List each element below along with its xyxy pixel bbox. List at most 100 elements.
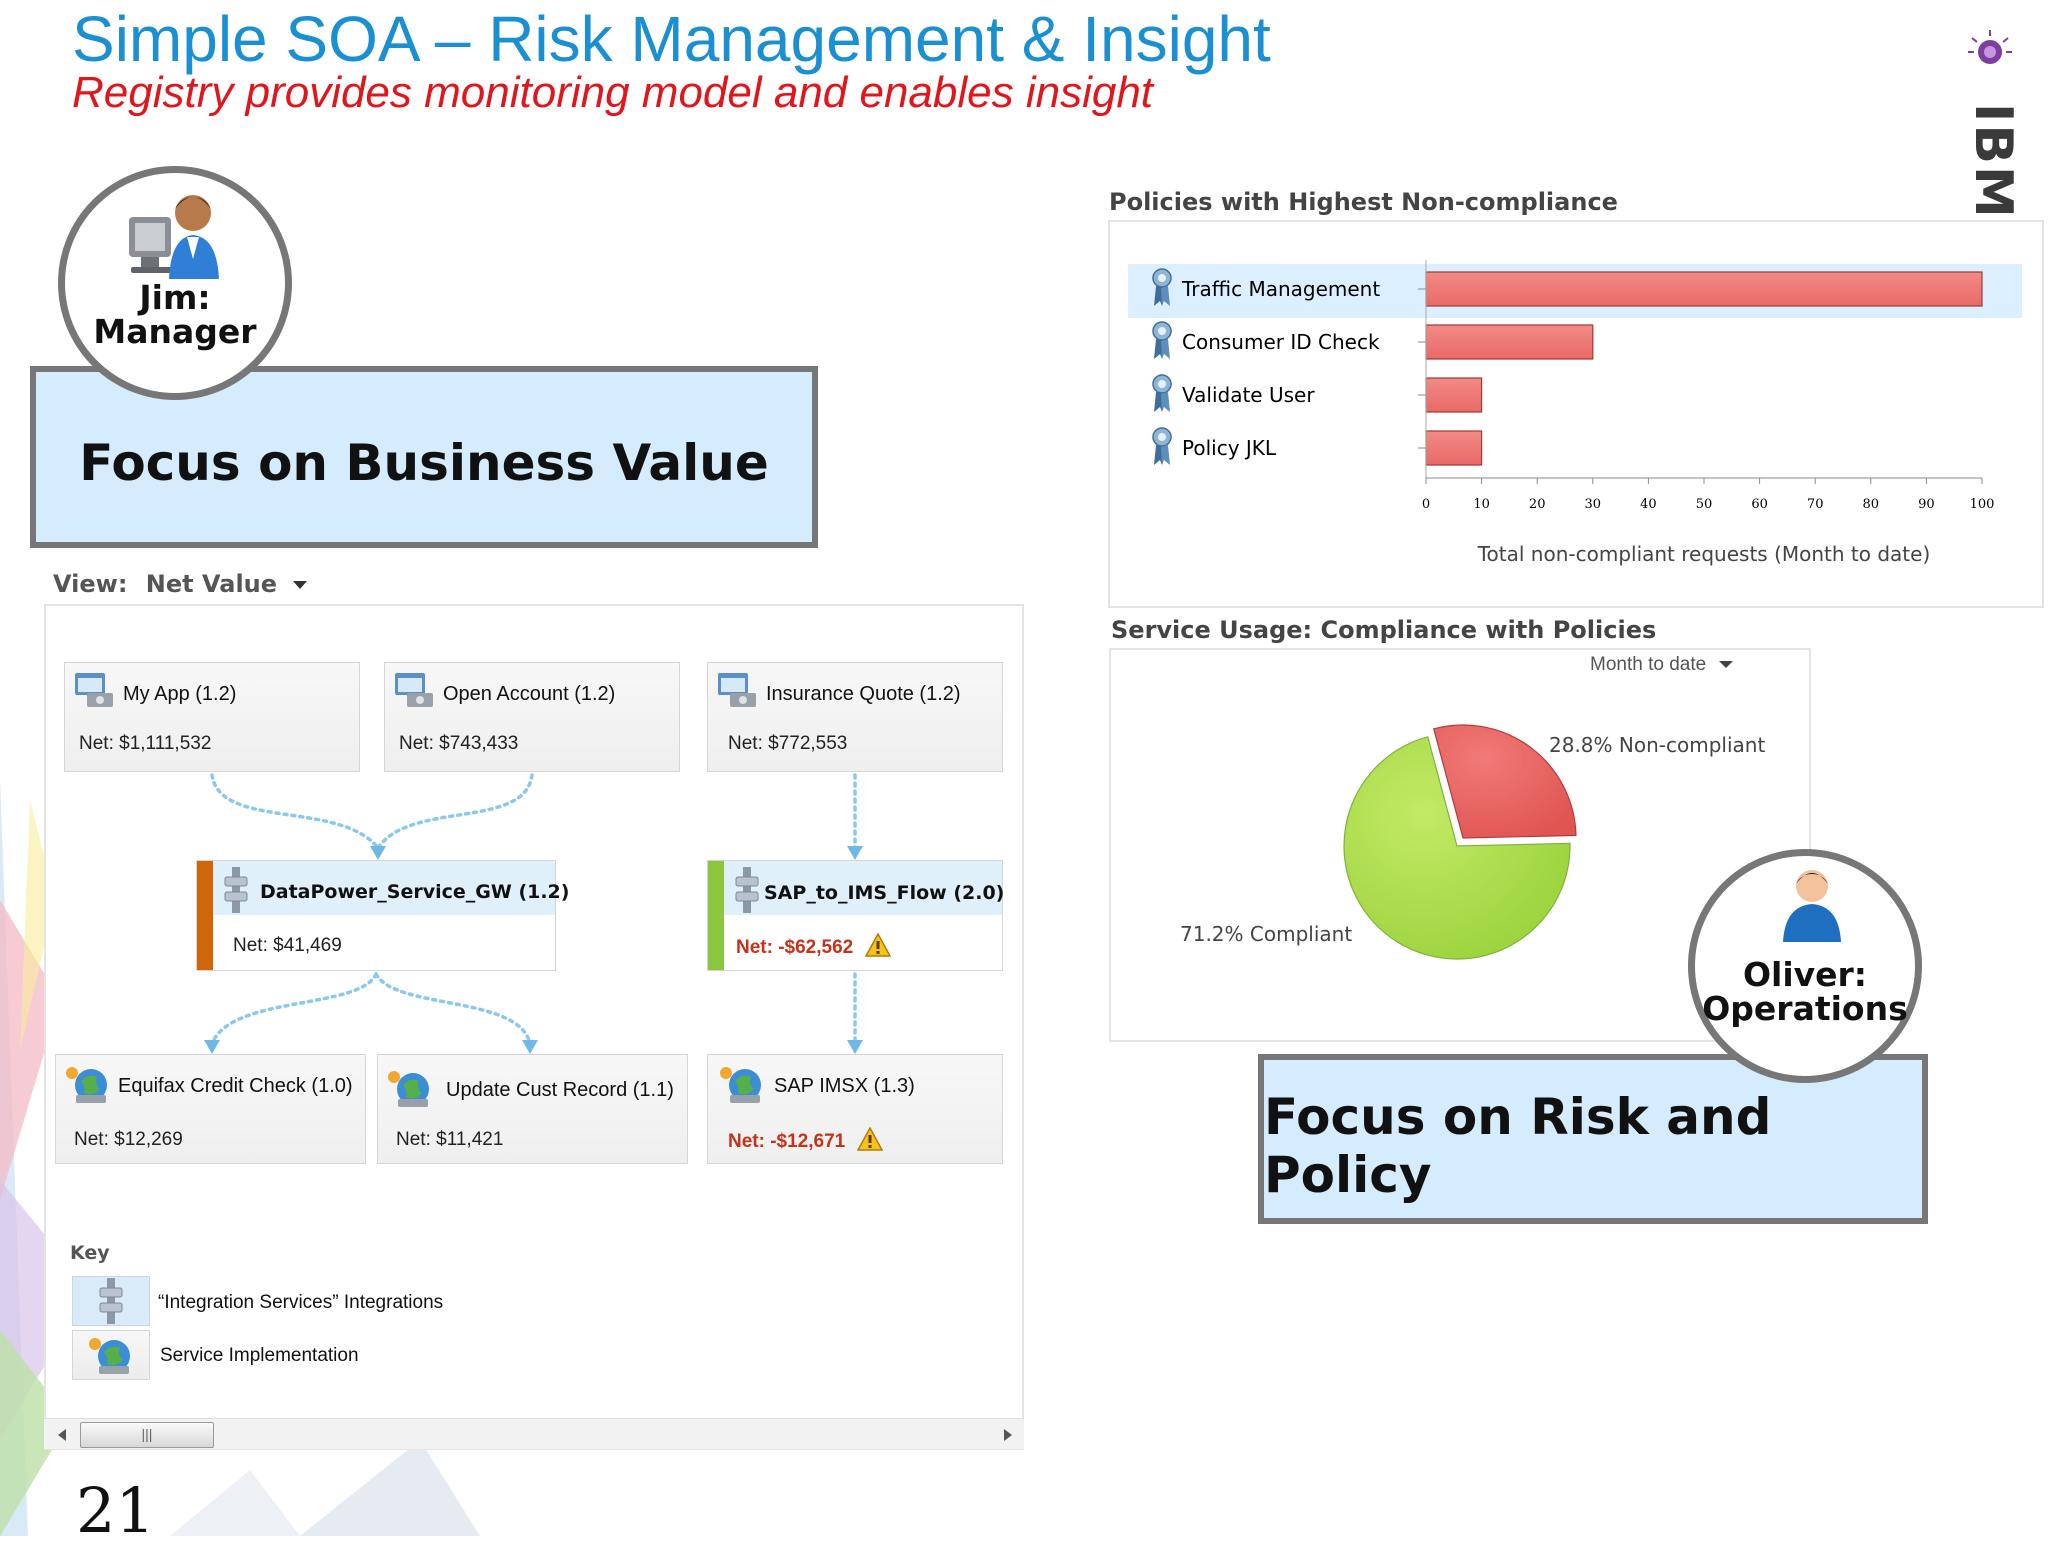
usage-panel-title: Service Usage: Compliance with Policies <box>1111 616 1657 644</box>
status-bar <box>197 861 213 970</box>
ibm-logo-mark-icon <box>1968 30 2012 64</box>
key-item-integration <box>72 1276 150 1326</box>
policy-ribbon-icon <box>1152 321 1172 359</box>
connector-openaccount-gw <box>376 773 534 850</box>
persona-manager-name-line1: Jim: <box>139 278 211 317</box>
gateway-node-name: SAP_to_IMS_Flow (2.0) <box>764 882 1005 904</box>
operator-person-icon <box>1783 870 1841 942</box>
bar[interactable] <box>1425 271 1983 307</box>
x-tick-label: 50 <box>1696 497 1713 512</box>
bar-category-label[interactable]: Policy JKL <box>1182 436 1277 460</box>
period-dropdown[interactable]: Month to date <box>1590 654 1734 676</box>
pie-slice-noncompliant[interactable] <box>1433 724 1577 839</box>
warning-icon <box>856 1126 883 1151</box>
persona-manager-name-line2: Manager <box>93 312 257 351</box>
application-icon <box>395 673 433 707</box>
persona-operations: Oliver: Operations <box>1688 849 1922 1083</box>
app-node-net: Net: $772,553 <box>728 733 848 754</box>
horizontal-scrollbar[interactable]: ||| <box>44 1418 1024 1449</box>
gateway-node-name: DataPower_Service_GW (1.2) <box>260 881 570 903</box>
policy-noncompliance-bar-chart: Traffic Management Consumer ID Check Valid… <box>1128 260 2022 566</box>
scroll-left-icon[interactable] <box>58 1429 66 1441</box>
integration-service-icon <box>99 1278 123 1324</box>
x-tick-label: 90 <box>1918 497 1935 512</box>
bar-category-label[interactable]: Traffic Management <box>1181 277 1380 301</box>
bar-category-label[interactable]: Consumer ID Check <box>1182 330 1380 354</box>
ibm-logo: IBM <box>1960 26 2030 220</box>
bar[interactable] <box>1425 430 1483 466</box>
service-node-sap-imsx[interactable]: SAP IMSX (1.3) Net: -$12,671 <box>707 1054 1003 1164</box>
view-value: Net Value <box>145 570 278 598</box>
service-node-net: Net: $12,269 <box>74 1129 183 1150</box>
key-item-service-label: Service Implementation <box>160 1345 359 1366</box>
focus-risk-policy-label: Focus on Risk and Policy <box>1264 1088 1772 1204</box>
pie-label-noncompliant: 28.8% Non-compliant <box>1549 733 1765 757</box>
focus-business-value-box: Focus on Business Value <box>30 366 818 548</box>
app-node-net: Net: $743,433 <box>399 733 519 754</box>
period-dropdown-value: Month to date <box>1590 654 1707 675</box>
app-node-name: Open Account (1.2) <box>443 683 616 705</box>
warning-icon <box>864 932 891 957</box>
app-node-name: Insurance Quote (1.2) <box>766 683 961 705</box>
app-node-insurance-quote[interactable]: Insurance Quote (1.2) Net: $772,553 <box>707 662 1003 772</box>
gateway-node-net: Net: $41,469 <box>233 935 342 956</box>
integration-service-icon <box>224 867 248 913</box>
service-node-net: Net: $11,421 <box>396 1129 504 1150</box>
slide-subtitle: Registry provides monitoring model and e… <box>72 68 1154 117</box>
compliance-pie-chart: 28.8% Non-compliant 71.2% Compliant <box>1180 724 1765 960</box>
manager-at-computer-icon <box>129 195 219 279</box>
slide-title: Simple SOA – Risk Management & Insight <box>72 3 1271 75</box>
service-node-name: SAP IMSX (1.3) <box>774 1075 915 1097</box>
service-node-net-value: Net: -$12,671 <box>728 1131 846 1152</box>
view-label: View: <box>53 570 128 598</box>
integration-service-icon <box>735 867 759 913</box>
gateway-node-net-value: Net: -$62,562 <box>736 937 854 958</box>
app-node-open-account[interactable]: Open Account (1.2) Net: $743,433 <box>384 662 680 772</box>
service-node-net: Net: -$12,671 <box>728 1126 883 1153</box>
x-tick-label: 0 <box>1422 497 1430 512</box>
bar[interactable] <box>1425 324 1594 360</box>
application-icon <box>75 673 113 707</box>
scroll-right-icon[interactable] <box>1004 1429 1012 1441</box>
view-selector[interactable]: View: Net Value <box>53 570 308 598</box>
service-node-name: Equifax Credit Check (1.0) <box>118 1075 353 1097</box>
x-tick-label: 20 <box>1529 497 1546 512</box>
service-node-equifax[interactable]: Equifax Credit Check (1.0) Net: $12,269 <box>55 1054 366 1164</box>
focus-business-value-label: Focus on Business Value <box>79 434 769 492</box>
app-node-my-app[interactable]: My App (1.2) Net: $1,111,532 <box>64 662 360 772</box>
key-item-integration-label: “Integration Services” Integrations <box>158 1292 444 1313</box>
x-axis-label: Total non-compliant requests (Month to d… <box>1477 542 1931 566</box>
bar[interactable] <box>1425 377 1483 413</box>
focus-risk-policy-box: Focus on Risk and Policy <box>1258 1054 1928 1224</box>
gateway-node-sap-to-ims[interactable]: SAP_to_IMS_Flow (2.0) Net: -$62,562 <box>707 860 1005 971</box>
x-tick-label: 30 <box>1585 497 1602 512</box>
page-number: 21 <box>76 1474 155 1547</box>
scrollbar-thumb[interactable]: ||| <box>80 1422 214 1448</box>
gateway-node-header <box>197 861 555 915</box>
policy-ribbon-icon <box>1152 268 1172 306</box>
service-implementation-icon <box>720 1067 761 1103</box>
persona-operations-name: Oliver: Operations <box>1695 958 1915 1026</box>
x-tick-label: 10 <box>1473 497 1490 512</box>
persona-operations-name-line1: Oliver: <box>1742 955 1868 994</box>
service-implementation-icon <box>66 1067 107 1103</box>
chevron-down-icon <box>1719 661 1734 669</box>
connector-myapp-gw <box>210 773 380 850</box>
chevron-down-icon <box>293 581 308 589</box>
x-tick-label: 100 <box>1970 497 1995 512</box>
service-node-update-cust-record[interactable]: Update Cust Record (1.1) Net: $11,421 <box>377 1054 688 1164</box>
status-bar <box>708 861 724 970</box>
pie-slice-compliant[interactable] <box>1343 736 1571 960</box>
connector-gw-equifax <box>210 972 378 1046</box>
app-node-net: Net: $1,111,532 <box>79 733 212 754</box>
service-implementation-icon <box>89 1338 130 1374</box>
persona-manager: Jim: Manager <box>58 166 292 400</box>
service-implementation-icon <box>388 1071 429 1107</box>
app-node-name: My App (1.2) <box>123 683 237 705</box>
policy-ribbon-icon <box>1152 374 1172 412</box>
key-title: Key <box>70 1242 110 1264</box>
bar-category-label[interactable]: Validate User <box>1182 383 1315 407</box>
service-node-name: Update Cust Record (1.1) <box>446 1079 674 1101</box>
gateway-node-datapower[interactable]: DataPower_Service_GW (1.2) Net: $41,469 <box>196 860 569 971</box>
